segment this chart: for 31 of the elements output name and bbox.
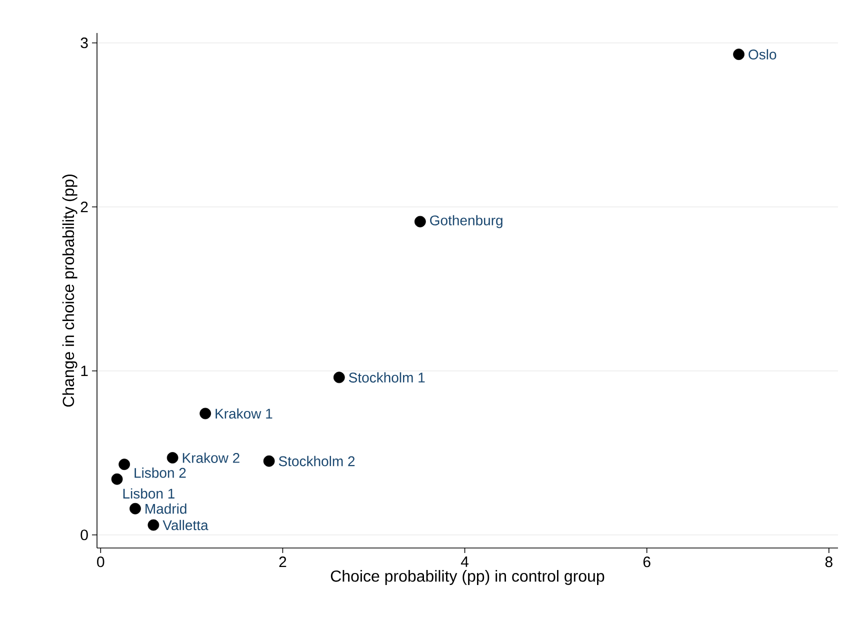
point bbox=[414, 216, 426, 228]
annotation: Oslo bbox=[748, 49, 776, 60]
y-tick-label: 0 bbox=[80, 530, 88, 540]
annotation: Madrid bbox=[146, 503, 186, 514]
annotation: Lisbon 2 bbox=[134, 468, 186, 478]
y-axis-title: Change in choice probability (pp) bbox=[62, 174, 78, 407]
point bbox=[148, 519, 160, 531]
x-axis-title: Choice probability (pp) in control group bbox=[330, 570, 604, 585]
point bbox=[263, 455, 275, 467]
point bbox=[118, 458, 130, 470]
y-tick-label: 1 bbox=[81, 366, 88, 376]
x-tick-label: 0 bbox=[97, 556, 104, 568]
annotation: Stockholm 2 bbox=[278, 456, 355, 466]
x-tick-label: 4 bbox=[460, 556, 469, 567]
point bbox=[111, 473, 123, 485]
point bbox=[733, 48, 744, 60]
annotation: Valletta bbox=[162, 520, 208, 530]
point bbox=[166, 452, 178, 464]
annotation: Krakow 2 bbox=[182, 452, 240, 463]
annotation: Gothenburg bbox=[430, 215, 502, 228]
y-tick-label: 2 bbox=[80, 202, 88, 212]
point bbox=[130, 502, 141, 514]
y-tick-label: 3 bbox=[80, 38, 88, 48]
point bbox=[200, 408, 212, 420]
annotation: Krakow 1 bbox=[216, 408, 272, 419]
point bbox=[333, 372, 345, 384]
x-tick-label: 2 bbox=[279, 556, 286, 568]
x-tick-label: 6 bbox=[643, 556, 650, 568]
annotation: Stockholm 1 bbox=[348, 372, 425, 383]
annotation: Lisbon 1 bbox=[123, 488, 174, 499]
x-tick-label: 8 bbox=[825, 556, 832, 568]
